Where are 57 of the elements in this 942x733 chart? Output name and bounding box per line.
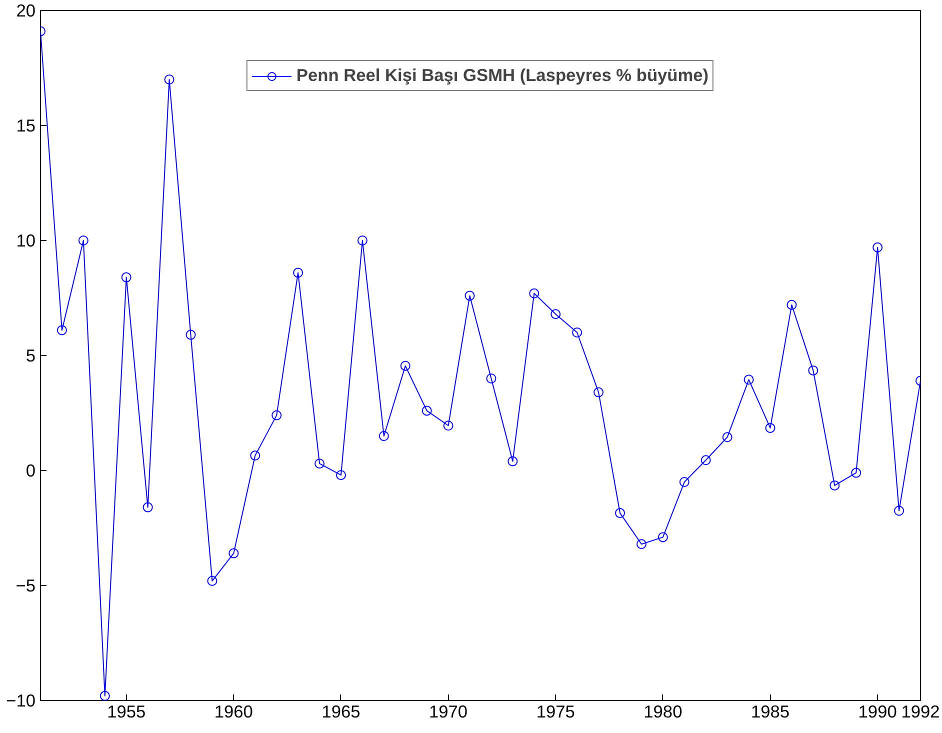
- point: [636, 539, 646, 550]
- point: [378, 431, 389, 441]
- point: [121, 272, 132, 282]
- point: [594, 387, 604, 398]
- point: [186, 330, 196, 340]
- legend-label: Penn Reel Kişi Başı GSMH (Laspeyres % büyüme): [296, 65, 709, 86]
- y-tick-label: 5: [26, 346, 36, 366]
- point: [550, 309, 561, 320]
- point: [164, 74, 174, 84]
- point: [464, 290, 475, 301]
- point: [786, 300, 797, 310]
- x-tick-label: 1970: [429, 702, 468, 722]
- point: [615, 508, 626, 518]
- y-tick-label: 20: [16, 0, 36, 20]
- point: [228, 548, 239, 558]
- point: [529, 288, 540, 298]
- point: [765, 422, 776, 433]
- x-tick-label: 1955: [107, 702, 146, 722]
- x-tick-label: 1975: [536, 702, 575, 722]
- point: [508, 456, 518, 466]
- point: [293, 268, 304, 278]
- point: [422, 406, 432, 416]
- point: [700, 455, 711, 466]
- point: [78, 236, 88, 246]
- point: [486, 374, 496, 384]
- x-tick-label: 1990: [858, 702, 897, 722]
- point: [572, 328, 582, 338]
- point: [808, 365, 818, 376]
- point: [679, 477, 690, 487]
- point: [443, 420, 454, 431]
- point: [872, 242, 883, 252]
- point: [400, 360, 410, 371]
- point: [207, 576, 218, 586]
- point: [100, 690, 110, 700]
- point: [830, 480, 840, 490]
- point: [744, 374, 754, 385]
- y-tick-label: 10: [16, 230, 36, 250]
- y-tick-label: 0: [26, 460, 36, 480]
- point: [250, 450, 260, 461]
- x-tick-label: 1992: [901, 702, 940, 722]
- y-tick-label: −5: [16, 576, 36, 596]
- point: [314, 458, 325, 469]
- y-tick-label: 15: [16, 116, 36, 136]
- point: [56, 325, 67, 336]
- x-tick-label: 1965: [322, 702, 360, 722]
- point: [894, 506, 904, 516]
- point: [357, 236, 368, 246]
- x-tick-label: 1960: [214, 702, 253, 722]
- x-tick-label: 1980: [644, 702, 682, 722]
- x-tick-label: 1985: [750, 702, 790, 722]
- point: [851, 468, 862, 478]
- point: [142, 502, 153, 512]
- point: [658, 532, 668, 542]
- y-tick-label: −10: [6, 690, 36, 710]
- point: [722, 432, 732, 442]
- point: [272, 410, 282, 420]
- point: [336, 470, 346, 480]
